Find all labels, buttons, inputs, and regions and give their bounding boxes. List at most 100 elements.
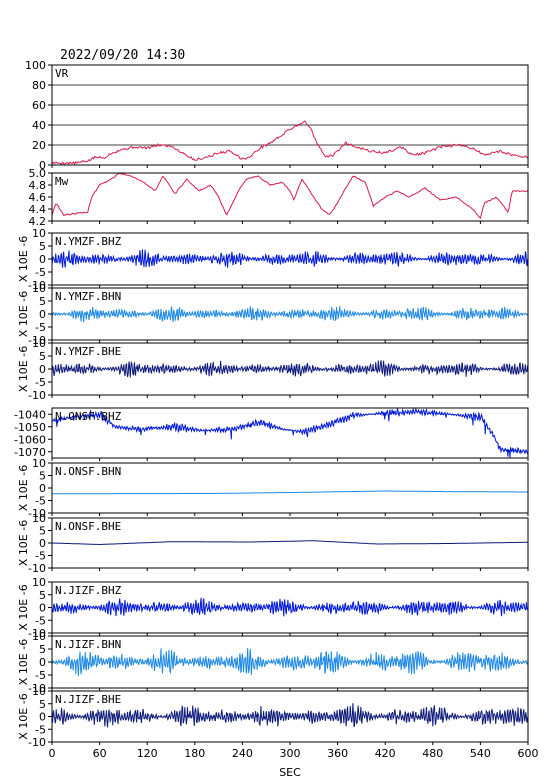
y-tick-label: 0	[39, 363, 46, 376]
y-tick-label: 4.6	[29, 191, 47, 204]
y-tick-label: -10	[28, 507, 46, 520]
panel-label: N.YMZF.BHZ	[55, 235, 122, 248]
y-tick-label: -5	[35, 376, 46, 389]
y-tick-label: 10	[32, 457, 46, 470]
series-line-onsf-bhz	[51, 407, 529, 458]
y-tick-label: 4.2	[29, 215, 47, 228]
panel-frame	[51, 462, 529, 514]
panel-label: N.JIZF.BHN	[55, 638, 121, 651]
y-unit-label: X 10E -6	[17, 639, 30, 685]
panel-label: N.JIZF.BHE	[55, 693, 121, 706]
y-tick-label: 0	[39, 602, 46, 615]
y-tick-label: -5	[35, 321, 46, 334]
y-unit-label: X 10E -6	[17, 584, 30, 630]
y-tick-label: 5	[39, 240, 46, 253]
y-tick-label: 20	[32, 139, 46, 152]
y-tick-label: 0	[39, 159, 46, 172]
series-line-onsf-bhe	[51, 540, 528, 546]
y-tick-label: 5	[39, 295, 46, 308]
series-line-ymzf-bhn	[51, 306, 529, 323]
panel-vr: 0 20 40 60 80 100 VR	[25, 59, 529, 172]
panel-label: N.YMZF.BHN	[55, 290, 121, 303]
y-tick-label: 0	[39, 482, 46, 495]
y-tick-label: -10	[28, 736, 46, 749]
y-tick-label: 4.8	[29, 179, 47, 192]
y-tick-label: -5	[35, 550, 46, 563]
y-tick-label: 10	[32, 337, 46, 350]
x-tick-label: 480	[422, 747, 443, 760]
datetime-header: 2022/09/20 14:30	[60, 48, 186, 63]
x-tick-label: 360	[327, 747, 348, 760]
panel-label: N.YMZF.BHE	[55, 345, 121, 358]
y-tick-label: -10	[28, 279, 46, 292]
y-tick-label: -5	[35, 495, 46, 508]
x-tick-label: 600	[518, 747, 539, 760]
panel-label: VR	[55, 67, 69, 80]
panel-onsf-bhz: -1070-1060-1050-1040 N.ONSF.BHZ	[14, 407, 529, 461]
y-tick-label: 5	[39, 470, 46, 483]
x-tick-label: 300	[280, 747, 301, 760]
panel-label: N.JIZF.BHZ	[55, 584, 122, 597]
y-tick-label: -1060	[14, 433, 46, 446]
y-tick-label: -5	[35, 669, 46, 682]
y-tick-label: -1050	[14, 421, 46, 434]
y-tick-label: -1040	[14, 408, 46, 421]
y-tick-label: 10	[32, 512, 46, 525]
x-tick-label: 60	[93, 747, 107, 760]
x-tick-label: 540	[470, 747, 491, 760]
y-tick-label: 60	[32, 99, 46, 112]
panel-label: Mw	[55, 175, 69, 188]
y-tick-label: 5	[39, 350, 46, 363]
series-line-jizf-bhz	[51, 597, 529, 617]
y-tick-label: 4.4	[29, 203, 47, 216]
series-line-ymzf-bhe	[51, 360, 529, 378]
y-tick-label: 5.0	[29, 167, 47, 180]
y-unit-label: X 10E -6	[17, 346, 30, 392]
y-unit-label: X 10E -6	[17, 236, 30, 282]
y-tick-label: -5	[35, 614, 46, 627]
y-tick-label: 5	[39, 698, 46, 711]
y-tick-label: 5	[39, 525, 46, 538]
x-tick-label: 0	[49, 747, 56, 760]
y-tick-label: 10	[32, 227, 46, 240]
y-tick-label: -1070	[14, 446, 46, 459]
y-tick-label: 10	[32, 282, 46, 295]
y-unit-label: X 10E -6	[17, 520, 30, 566]
y-tick-label: 10	[32, 685, 46, 698]
y-unit-label: X 10E -6	[17, 693, 30, 739]
y-tick-label: -5	[35, 266, 46, 279]
panel-frame	[51, 64, 529, 166]
series-line-jizf-bhe	[51, 703, 529, 728]
y-tick-label: -10	[28, 682, 46, 695]
y-tick-label: 10	[32, 576, 46, 589]
panel-label: N.ONSF.BHE	[55, 520, 121, 533]
y-tick-label: -10	[28, 389, 46, 402]
panel-label: N.ONSF.BHZ	[55, 410, 122, 423]
y-tick-label: 0	[39, 711, 46, 724]
y-tick-label: 0	[39, 656, 46, 669]
y-tick-label: 5	[39, 589, 46, 602]
y-tick-label: 10	[32, 630, 46, 643]
series-line-mw	[51, 172, 529, 220]
panel-mw: 4.24.44.64.85.0 Mw	[29, 167, 529, 228]
series-line-onsf-bhn	[51, 490, 528, 495]
y-tick-label: -5	[35, 723, 46, 736]
series-line-vr	[51, 120, 528, 166]
y-tick-label: 40	[32, 119, 46, 132]
x-tick-label: 180	[184, 747, 205, 760]
x-axis-label: SEC	[279, 766, 301, 779]
x-tick-label: 120	[137, 747, 158, 760]
series-line-jizf-bhn	[51, 647, 529, 676]
y-tick-label: 80	[32, 79, 46, 92]
y-tick-label: -10	[28, 334, 46, 347]
y-tick-label: 0	[39, 308, 46, 321]
